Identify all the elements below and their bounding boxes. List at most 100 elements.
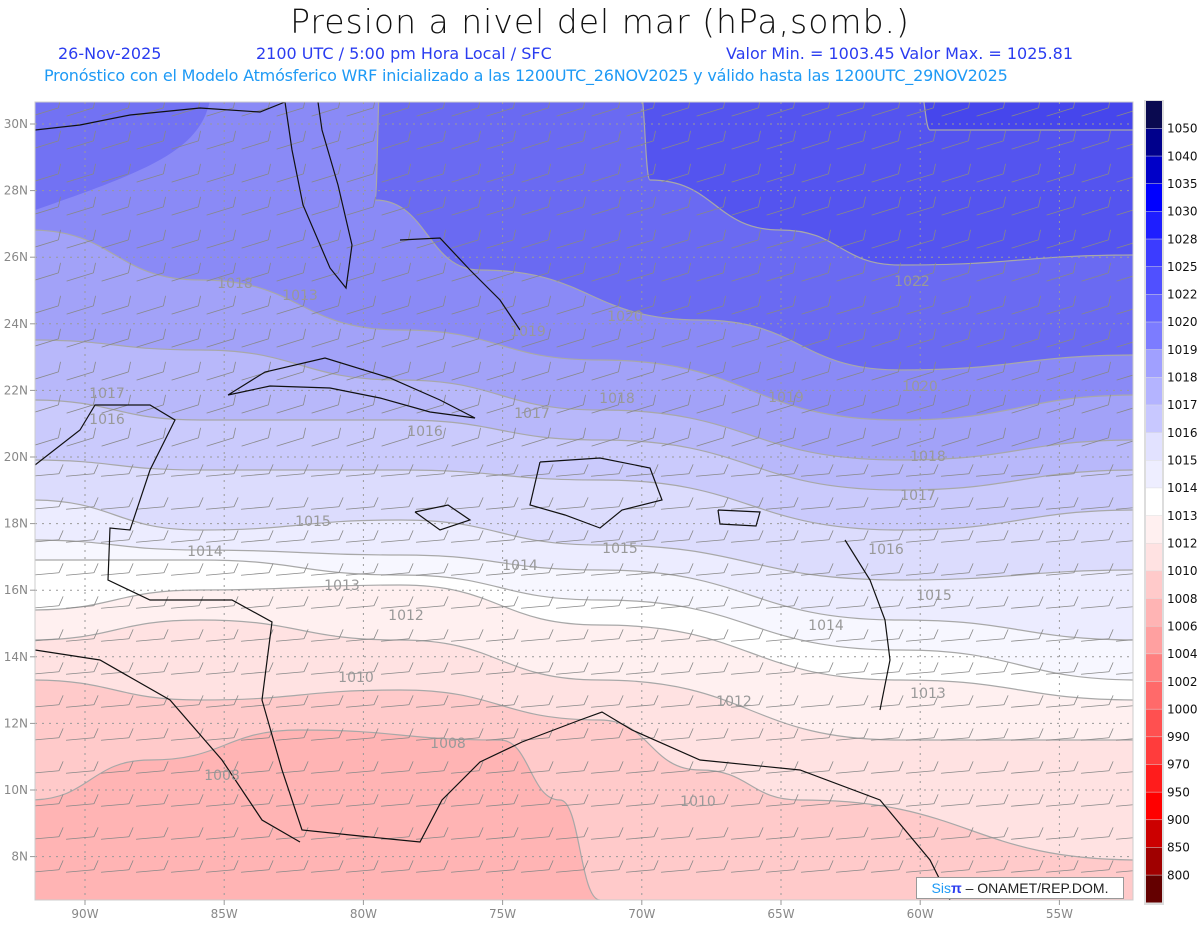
wind-barb [591,427,621,447]
barb-shaft [766,473,794,477]
barb-shaft [801,836,829,840]
barb-shaft [416,539,444,543]
barb-shaft [486,404,514,414]
wind-barb [276,497,309,510]
wind-barb [311,163,341,183]
contour-label: 1019 [510,324,546,340]
wind-barb [871,860,904,873]
colorbar-label: 1017 [1167,398,1198,412]
contour-label: 1018 [217,276,253,292]
contour-label: 1010 [680,794,716,810]
barb-flag [372,295,376,306]
barb-flag [1108,827,1114,837]
barb-flag [57,328,61,339]
coastline-cuba [227,357,476,419]
barb-flag [863,464,869,474]
barb-shaft [381,437,409,447]
barb-shaft [626,473,654,477]
barb-flag [303,695,309,705]
wind-barb [941,262,971,282]
barb-flag [863,695,869,705]
contour-label: 1020 [902,379,938,395]
barb-shaft [1046,572,1074,576]
barb-flag [933,629,939,639]
wind-barb [136,163,166,183]
contour-label: 1015 [602,541,638,557]
barb-flag [162,229,166,240]
barb-shaft [486,173,514,183]
barb-shaft [696,506,724,510]
barb-flag [57,361,61,372]
wind-barb [206,262,236,282]
barb-shaft [906,737,934,741]
barb-flag [1037,130,1041,141]
barb-flag [548,596,554,606]
barb-shaft [101,437,129,447]
barb-shaft [1081,404,1109,414]
barb-shaft [66,638,94,642]
barb-shaft [591,404,619,414]
wind-barb [731,596,764,609]
wind-barb [661,394,691,414]
wind-barb [906,394,936,414]
barb-shaft [1116,605,1133,609]
wind-barb [311,860,344,873]
barb-shaft [416,107,444,117]
barb-flag [128,497,134,507]
wind-barb [556,229,586,249]
barb-shaft [556,371,584,381]
barb-flag [1003,860,1009,870]
wind-barb [66,695,99,708]
barb-flag [302,163,306,174]
wind-barb [101,163,131,183]
barb-shaft [311,803,339,807]
barb-shaft [521,173,549,183]
wind-barb [1046,662,1079,675]
barb-shaft [346,107,374,117]
barb-flag [792,163,796,174]
wind-barb [696,728,729,741]
barb-shaft [66,473,94,477]
wind-barb [661,328,691,348]
barb-flag [478,761,484,771]
barb-flag [653,662,659,672]
wind-barb [206,530,239,543]
wind-barb [1116,239,1133,249]
barb-shaft [871,107,899,117]
barb-flag [897,328,901,339]
wind-barb [801,827,834,840]
barb-shaft [941,506,969,510]
barb-flag [547,361,551,372]
barb-shaft [556,173,584,183]
barb-flag [478,530,484,540]
barb-flag [548,761,554,771]
wind-barb [731,728,764,741]
wind-barb [66,662,99,675]
contour-label: 1008 [204,768,240,784]
barb-flag [1073,662,1079,672]
colorbar-swatch [1146,460,1162,488]
wind-barb [871,328,901,348]
wind-barb [66,394,96,414]
wind-barb [101,295,131,315]
barb-shaft [591,638,619,642]
barb-flag [477,295,481,306]
barb-shaft [766,305,794,315]
barb-shaft [416,836,444,840]
barb-shaft [626,539,654,543]
wind-barb [206,794,239,807]
barb-shaft [626,140,654,150]
wind-barb [416,102,446,117]
barb-flag [163,761,169,771]
wind-barb [906,295,936,315]
barb-flag [197,394,201,405]
wind-barb [486,361,516,381]
barb-shaft [486,671,514,675]
barb-flag [92,295,96,306]
barb-flag [198,464,204,474]
barb-shaft [136,869,164,873]
contour-label: 1014 [187,544,223,560]
barb-flag [1037,394,1041,405]
wind-barb [976,662,1009,675]
barb-shaft [626,206,654,216]
